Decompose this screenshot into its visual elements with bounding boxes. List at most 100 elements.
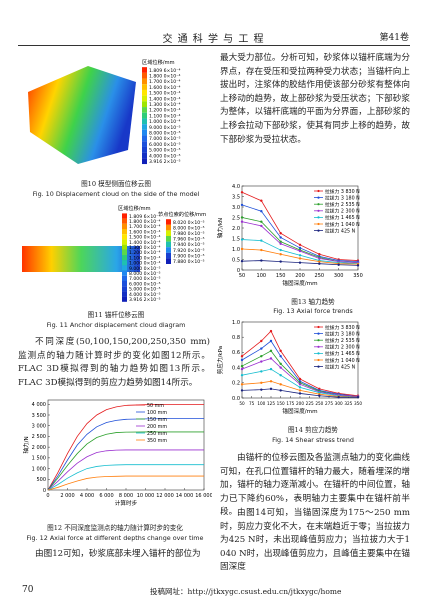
point xyxy=(240,203,244,207)
y-tick-label: 1.0 xyxy=(232,320,240,326)
y-tick-label: 3 000 xyxy=(32,424,46,430)
x-tick-label: 350 xyxy=(354,401,362,406)
journal-title: 交 通 科 学 与 工 程 xyxy=(162,34,265,45)
legend-title: 区域位移/mm xyxy=(118,204,151,212)
legend-marker xyxy=(317,332,320,335)
point xyxy=(269,367,273,371)
legend-label: 1.809 6×10⁻⁴ xyxy=(129,214,161,220)
x-tick-label: 250 xyxy=(315,401,323,406)
legend-swatch xyxy=(142,124,147,130)
series-line xyxy=(241,358,359,397)
point xyxy=(240,355,244,358)
footer-url: 投稿网址：http://jtkxygc.csust.edu.cn/jtkxygc… xyxy=(150,587,342,596)
point xyxy=(240,238,244,241)
legend-swatch xyxy=(166,241,171,248)
series-line xyxy=(47,475,204,491)
y-tick-label: 500 xyxy=(36,477,46,483)
caption-en: Fig. 12 Axial force at different depths … xyxy=(26,534,204,542)
legend-marker xyxy=(317,325,320,329)
point xyxy=(279,260,282,263)
legend-label: 1.600 0×10⁻⁴ xyxy=(149,85,181,91)
volume: 第41卷 xyxy=(379,33,409,43)
legend-swatch xyxy=(122,275,127,281)
y-tick-label: 3.5 xyxy=(232,194,240,200)
legend-label: 50 mm xyxy=(147,403,164,409)
figure-10: 区域位移/mm 1.809 6×10⁻⁴1.800 0×10⁻⁴1.700 0×1… xyxy=(28,58,181,165)
y-tick-label: 0.8 xyxy=(232,335,240,341)
y-tick-label: 2 500 xyxy=(32,434,46,440)
legend-label: 7.920 0×10⁻⁵ xyxy=(173,248,205,254)
legend-label: 1.500 0×10⁻⁴ xyxy=(129,235,161,241)
point xyxy=(240,247,244,251)
legend-swatch xyxy=(166,258,171,264)
legend-swatch xyxy=(122,213,127,219)
point xyxy=(318,262,321,265)
series-line xyxy=(47,464,204,491)
x-tick-label: 300 xyxy=(335,401,343,406)
caption-cn: 图11 锚杆位移云图 xyxy=(87,311,145,319)
x-tick-label: 50 xyxy=(239,273,245,279)
legend-label: 9.000 0×10⁻⁵ xyxy=(129,266,161,272)
point xyxy=(240,220,244,223)
series-line xyxy=(241,368,359,398)
point xyxy=(260,381,263,384)
legend-swatch xyxy=(142,72,147,79)
legend-label: 150 mm xyxy=(147,417,167,423)
caption-en: Fig. 11 Anchor displacement cloud diagra… xyxy=(46,321,186,329)
legend-label: 1.500 0×10⁻⁴ xyxy=(149,91,181,97)
legend-label: 7.980 0×10⁻⁵ xyxy=(173,231,205,237)
x-tick-label: 225 xyxy=(306,401,314,406)
legend-label: 7.940 0×10⁻⁵ xyxy=(173,242,205,248)
legend-label: 4.000 0×10⁻⁵ xyxy=(129,292,161,298)
page-number: 70 xyxy=(22,585,34,595)
x-axis-label: 锚固深度/mm xyxy=(282,279,317,287)
point xyxy=(298,254,302,257)
legend-marker xyxy=(317,345,320,348)
legend-swatch xyxy=(142,112,147,119)
legend-swatch xyxy=(122,260,127,266)
point xyxy=(356,396,360,399)
legend-swatch xyxy=(142,152,147,159)
point xyxy=(318,253,321,256)
point xyxy=(279,349,282,353)
legend-label: 8.000 0×10⁻⁵ xyxy=(129,271,161,277)
legend-label: 200 mm xyxy=(147,424,167,430)
point xyxy=(279,374,282,377)
point xyxy=(260,370,263,373)
legend-label: 350 mm xyxy=(147,438,167,444)
x-tick-label: 200 xyxy=(296,401,304,406)
x-tick-label: 12 000 xyxy=(156,493,174,499)
series-line xyxy=(241,380,359,398)
point xyxy=(260,220,263,223)
legend-swatch xyxy=(122,296,127,302)
chart: 0 500 1 000 1 500 2 000 2 500 3 000 3 500 4 000 0… xyxy=(22,399,212,507)
point xyxy=(279,389,282,392)
legend-label: 1.600 0×10⁻⁴ xyxy=(129,229,161,235)
point xyxy=(279,242,282,245)
legend-label: 7.960 0×10⁻⁵ xyxy=(173,237,205,243)
legend-label: 6.000 0×10⁻⁵ xyxy=(149,142,181,148)
x-tick-label: 75 xyxy=(249,401,255,406)
legend-swatch xyxy=(142,135,147,142)
legend-swatch xyxy=(122,255,127,261)
series-line xyxy=(241,340,359,397)
header-rule xyxy=(18,45,410,46)
chart: 0.0 0.2 0.4 0.6 0.8 1.0 50 75 100 125 150 175 200 225… xyxy=(216,320,362,415)
legend-label: 3.916 2×10⁻⁵ xyxy=(129,297,161,303)
caption-en: Fig. 10 Displacement cloud on the side o… xyxy=(32,190,200,198)
legend-label: 1.300 0×10⁻⁴ xyxy=(149,102,181,108)
legend-label: 7.900 0×10⁻⁵ xyxy=(173,253,205,259)
point xyxy=(240,216,244,219)
legend-label: 7.000 0×10⁻⁵ xyxy=(129,276,161,282)
legend-label: 8.000 0×10⁻⁵ xyxy=(173,225,205,231)
legend-label: 拉拔力 3 830 N xyxy=(325,324,360,331)
point xyxy=(356,264,360,267)
x-tick-label: 150 xyxy=(276,273,286,279)
legend-marker xyxy=(317,209,320,212)
point xyxy=(279,248,282,252)
point xyxy=(298,392,302,395)
legend-swatch xyxy=(142,101,147,108)
legend-swatch xyxy=(142,67,147,73)
point xyxy=(337,263,340,266)
legend-marker xyxy=(317,365,320,368)
